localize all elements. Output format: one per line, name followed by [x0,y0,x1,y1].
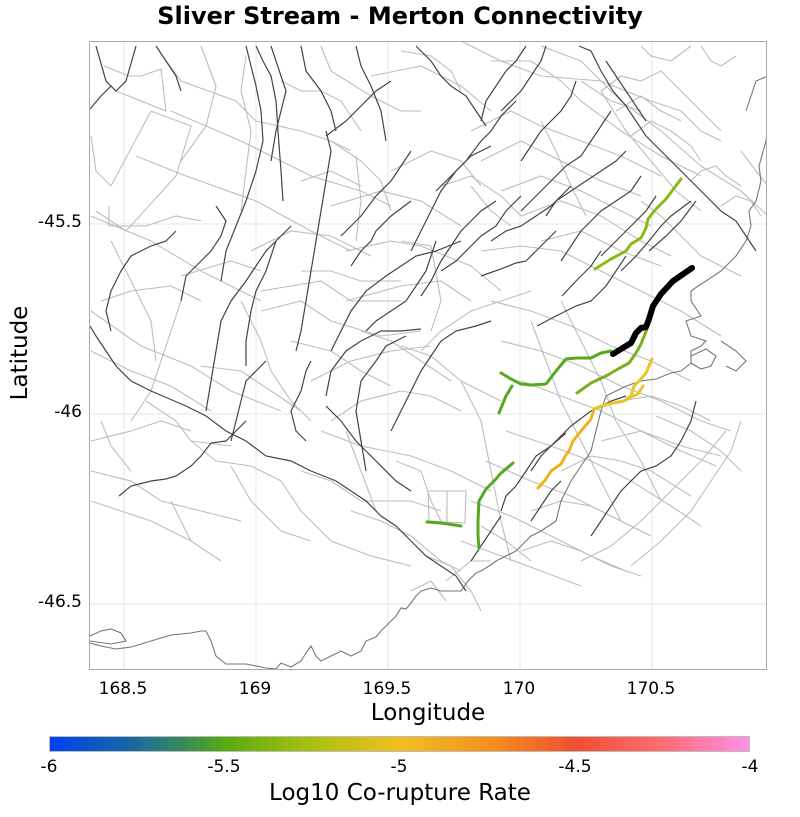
coastline [90,76,766,669]
yellow-branch-fault [622,384,645,403]
target-fault-sliver-stream-merton [610,265,695,357]
parallel-green-yellow-fault [575,327,649,395]
colorbar-tick-label: -5.5 [207,757,241,777]
colorbar-tick-label: -6 [40,757,58,777]
highlighted-faults [425,177,695,550]
ne-green-yellow-fault [593,177,683,271]
central-green-fault [499,349,613,387]
colorbar [49,736,750,752]
x-tick-label: 170 [502,679,536,699]
gridlines [90,42,766,669]
x-axis-title: Longitude [370,700,486,726]
colorbar-title: Log10 Co-rupture Rate [269,780,531,806]
y-tick-label: -46.5 [38,592,82,612]
colorbar-tick-label: -4 [741,757,759,777]
x-tick-label: 169.5 [362,679,412,699]
fault-outlines [90,42,766,612]
x-tick-label: 169 [238,679,272,699]
short-green-segment [497,384,514,415]
x-tick-label: 168.5 [98,679,148,699]
orange-yellow-fault [536,407,596,490]
x-tick-label: 170.5 [626,679,676,699]
southern-green-short-fault [425,520,463,528]
y-axis-title: Latitude [7,305,33,401]
chart-title: Sliver Stream - Merton Connectivity [157,2,643,30]
southern-green-fault [476,461,515,550]
colorbar-tick-label: -5 [390,757,408,777]
y-tick-label: -45.5 [38,212,82,232]
map-plot-area [89,41,767,670]
colorbar-tick-label: -4.5 [558,757,592,777]
fault-traces [90,45,757,592]
y-tick-label: -46 [54,402,82,422]
